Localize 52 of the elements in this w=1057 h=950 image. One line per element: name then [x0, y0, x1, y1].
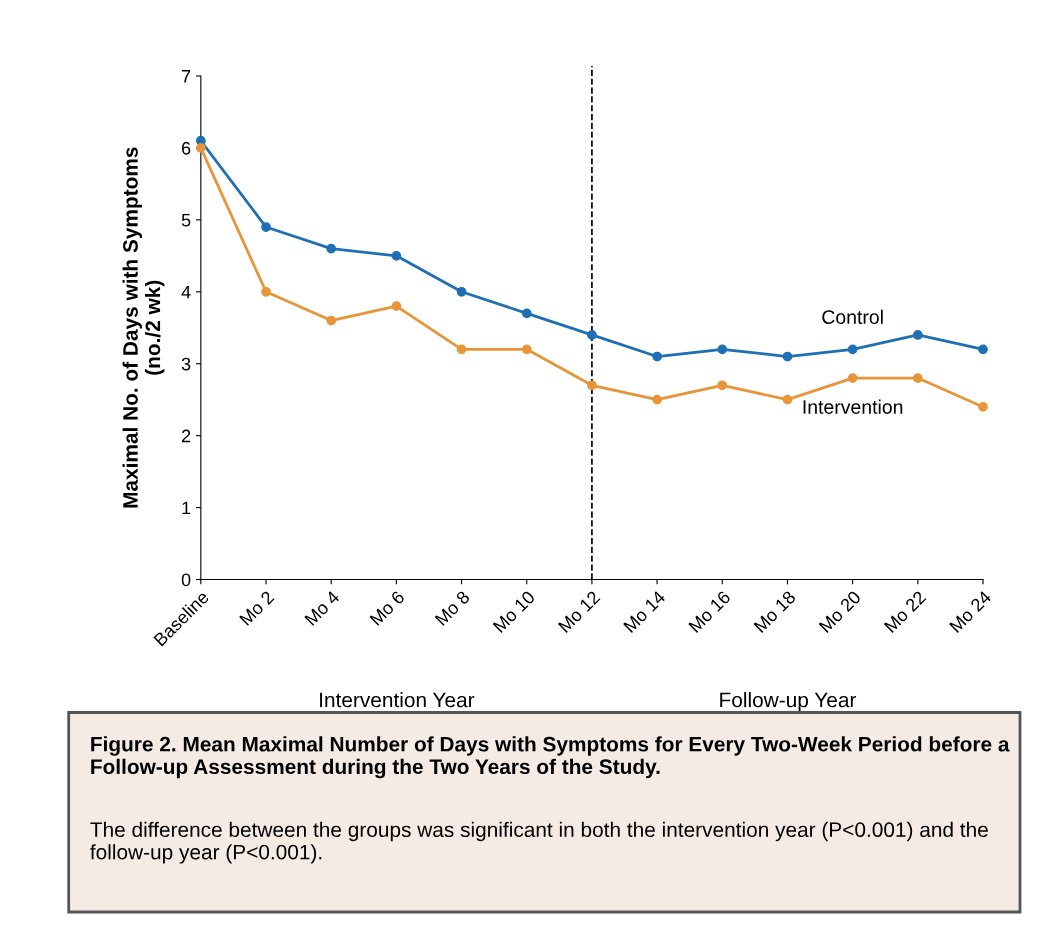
point: [587, 380, 597, 391]
point: [456, 286, 467, 297]
point: [391, 301, 402, 312]
x-tick-label: Mo 10: [492, 590, 536, 634]
x-tick-label: Mo 16: [688, 590, 732, 634]
y-tick-label: 5: [181, 213, 191, 227]
point: [326, 243, 337, 254]
y-tick-label: 7: [181, 70, 191, 83]
point: [326, 315, 337, 326]
text: Intervention Year: [320, 692, 475, 708]
point: [652, 351, 662, 362]
point: [261, 286, 271, 297]
y-tick-label: 4: [181, 285, 191, 299]
point: [587, 330, 597, 340]
text: Figure 2. Mean Maximal Number of Days with Symptoms for Every Two-Week Period before a Follow-up Assessment during the Two Years of the Study.: [91, 736, 1010, 779]
y-tick-label: 6: [181, 141, 191, 155]
x-tick-label: Mo 20: [818, 590, 862, 634]
y-tick-label: 0: [181, 573, 191, 587]
point: [652, 394, 662, 405]
y-axis-title: Maximal No. of Days with Symptoms (no./2 wk): [122, 147, 165, 508]
text: The difference between the groups was significant in both the intervention year (P<0.001) and the follow-up year (P<0.001).: [90, 821, 988, 864]
x-tick-label: Mo 24: [948, 589, 993, 634]
x-tick-label: Mo 14: [623, 590, 667, 634]
point: [717, 344, 728, 355]
series-label: Intervention: [803, 399, 903, 414]
point: [912, 373, 923, 383]
point: [456, 344, 467, 355]
y-tick-label: 3: [181, 357, 191, 371]
x-tick-label: Mo 12: [557, 590, 601, 634]
x-tick-label: Mo 18: [753, 590, 797, 634]
point: [978, 344, 988, 355]
point: [195, 143, 206, 153]
point: [717, 380, 728, 391]
point: [782, 394, 793, 405]
point: [912, 330, 923, 340]
x-tick-label: Mo 8: [434, 590, 471, 626]
text: Follow-up Year: [720, 692, 857, 712]
x-tick-label: Mo 2: [239, 590, 275, 626]
point: [847, 373, 858, 383]
point: [782, 351, 793, 362]
point: [521, 308, 532, 319]
x-tick-label: Mo 22: [883, 590, 927, 634]
y-tick-label: 1: [182, 501, 191, 515]
x-tick-label: Mo 4: [304, 590, 341, 626]
point: [391, 250, 402, 261]
point: [261, 222, 271, 232]
point: [847, 344, 858, 355]
point: [521, 344, 532, 355]
y-tick-label: 2: [181, 429, 191, 443]
x-tick-label: Mo 6: [369, 590, 406, 626]
point: [978, 402, 988, 412]
series-label: Control: [822, 309, 883, 324]
